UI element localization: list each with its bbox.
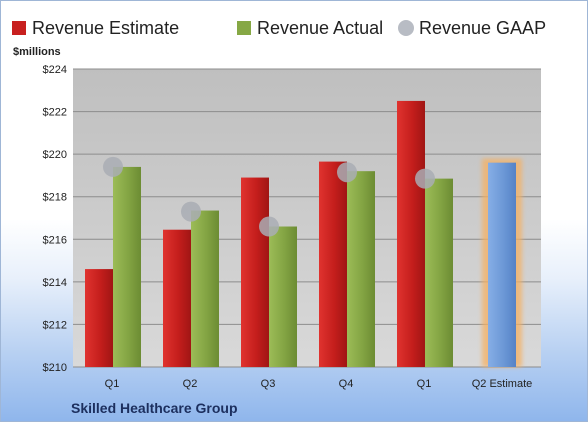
y-tick-label: $210 [43, 362, 67, 374]
point-revenue-gaap [337, 162, 357, 183]
company-name: Skilled Healthcare Group [71, 400, 238, 416]
legend-marker [398, 20, 414, 36]
x-tick-label: Q3 [261, 378, 276, 390]
y-units-label: $millions [13, 46, 61, 58]
bar-revenue-estimate [85, 269, 113, 367]
y-tick-label: $214 [43, 277, 67, 289]
bar-revenue-actual [425, 178, 453, 367]
bar-revenue-estimate [241, 177, 269, 367]
bar-revenue-estimate [319, 161, 347, 367]
legend-marker [12, 21, 26, 35]
y-tick-label: $212 [43, 319, 67, 331]
y-tick-label: $220 [43, 149, 67, 161]
bar-q2-estimate [488, 162, 516, 367]
x-tick-label: Q4 [339, 378, 354, 390]
x-tick-label: Q2 Estimate [472, 378, 533, 390]
x-tick-label: Q2 [183, 378, 198, 390]
bar-revenue-actual [113, 166, 141, 367]
bar-revenue-estimate [163, 229, 191, 367]
point-revenue-gaap [259, 216, 279, 237]
legend-label: Revenue Estimate [32, 18, 179, 38]
y-tick-label: $222 [43, 107, 67, 119]
y-tick-label: $218 [43, 192, 67, 204]
bar-revenue-estimate [397, 100, 425, 367]
point-revenue-gaap [181, 201, 201, 222]
y-tick-label: $216 [43, 234, 67, 246]
bar-revenue-actual [269, 226, 297, 367]
point-revenue-gaap [415, 168, 435, 189]
legend-marker [237, 21, 251, 35]
bar-revenue-actual [347, 171, 375, 367]
legend-label: Revenue GAAP [419, 18, 546, 38]
x-tick-label: Q1 [417, 378, 432, 390]
bar-revenue-actual [191, 210, 219, 367]
y-tick-label: $224 [43, 64, 67, 76]
legend-label: Revenue Actual [257, 18, 383, 38]
point-revenue-gaap [103, 156, 123, 177]
x-tick-label: Q1 [105, 378, 120, 390]
plot-area [73, 69, 541, 367]
